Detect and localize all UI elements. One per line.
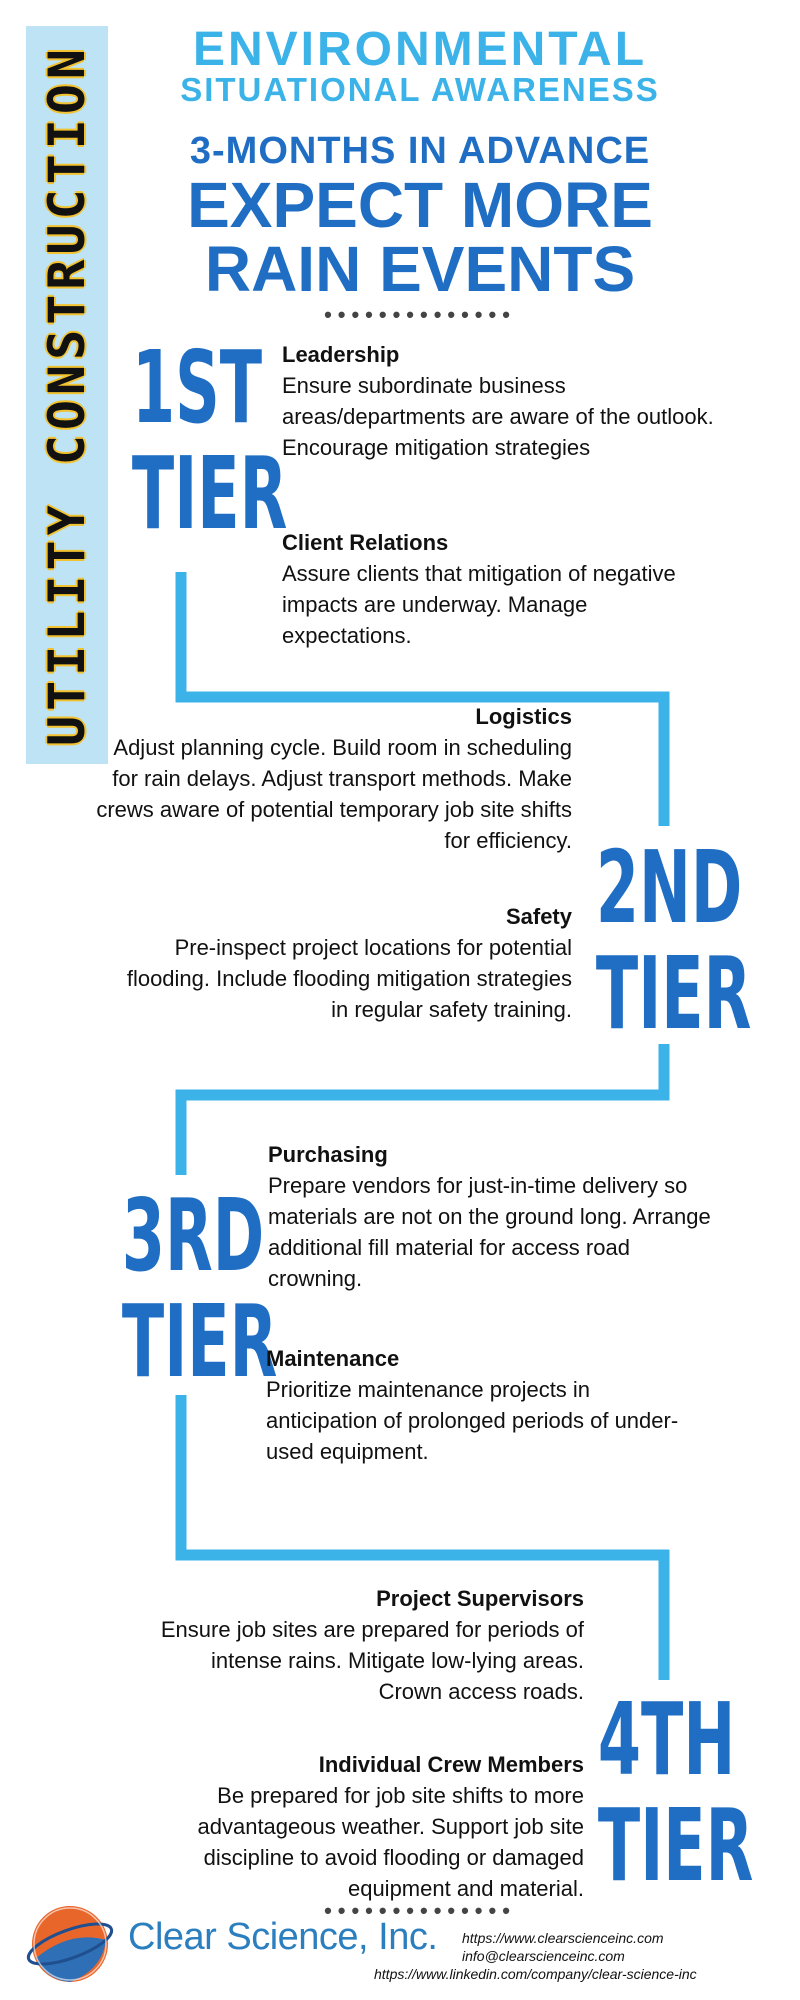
tier-1-number: 1ST [131, 329, 263, 446]
brand-name: Clear Science, Inc. [128, 1916, 438, 1958]
role-leadership-text: Ensure subordinate business areas/depart… [282, 373, 714, 460]
globe-logo-icon [26, 1906, 114, 1982]
role-crew-members-title: Individual Crew Members [318, 1752, 584, 1777]
connector-segment-2-3 [175, 1044, 670, 1175]
role-crew-members: Individual Crew Members Be prepared for … [110, 1750, 585, 1904]
role-purchasing-title: Purchasing [268, 1142, 388, 1167]
role-project-supervisors-text: Ensure job sites are prepared for period… [160, 1617, 584, 1704]
role-leadership: Leadership Ensure subordinate business a… [282, 340, 722, 463]
role-purchasing-text: Prepare vendors for just-in-time deliver… [268, 1173, 711, 1291]
role-safety: Safety Pre-inspect project locations for… [110, 902, 572, 1025]
role-safety-title: Safety [505, 904, 572, 929]
tier-3-word: TIER [121, 1283, 278, 1400]
role-crew-members-text: Be prepared for job site shifts to more … [197, 1783, 585, 1901]
website-link[interactable]: https://www.clearscienceinc.com [462, 1930, 664, 1946]
role-maintenance-title: Maintenance [266, 1346, 400, 1371]
header-line-4: EXPECT MORE [187, 169, 653, 241]
tier-3-number: 3RD [121, 1177, 265, 1294]
tier-4-label: 4TH TIER [597, 1681, 754, 1904]
connector-segment-1-2 [175, 572, 670, 826]
tier-2-label: 2ND TIER [595, 829, 752, 1052]
connector-segment-3-4 [175, 1395, 670, 1680]
tier-4-number: 4TH [597, 1681, 736, 1798]
header-line-1: ENVIRONMENTAL [192, 23, 648, 76]
role-safety-text: Pre-inspect project locations for potent… [126, 935, 572, 1022]
side-banner [26, 26, 108, 764]
role-leadership-title: Leadership [282, 342, 400, 367]
role-project-supervisors-title: Project Supervisors [376, 1586, 584, 1611]
linkedin-link[interactable]: https://www.linkedin.com/company/clear-s… [374, 1966, 697, 1982]
tier-2-number: 2ND [595, 829, 743, 946]
header-line-2: SITUATIONAL AWARENESS [180, 71, 660, 108]
role-client-relations: Client Relations Assure clients that mit… [282, 528, 722, 651]
dotted-divider-top: •••••••••••••• [324, 302, 516, 327]
role-maintenance-text: Prioritize maintenance projects in antic… [266, 1377, 679, 1464]
role-purchasing: Purchasing Prepare vendors for just-in-t… [268, 1140, 718, 1294]
tier-3-label: 3RD TIER [121, 1177, 278, 1400]
role-logistics-title: Logistics [475, 704, 572, 729]
dotted-divider-bottom: •••••••••••••• [324, 1898, 516, 1923]
role-maintenance: Maintenance Prioritize maintenance proje… [266, 1344, 696, 1467]
role-logistics-text: Adjust planning cycle. Build room in sch… [96, 735, 572, 853]
tier-1-label: 1ST TIER [131, 329, 288, 552]
tier-2-word: TIER [595, 935, 752, 1052]
email-link[interactable]: info@clearscienceinc.com [462, 1948, 625, 1964]
tier-1-word: TIER [131, 435, 288, 552]
role-logistics: Logistics Adjust planning cycle. Build r… [92, 702, 572, 856]
tier-4-word: TIER [597, 1787, 754, 1904]
header-line-5: RAIN EVENTS [204, 233, 636, 305]
role-project-supervisors: Project Supervisors Ensure job sites are… [150, 1584, 584, 1707]
role-client-relations-text: Assure clients that mitigation of negati… [282, 561, 676, 648]
role-client-relations-title: Client Relations [282, 530, 449, 555]
header-line-3: 3-MONTHS IN ADVANCE [189, 130, 651, 172]
